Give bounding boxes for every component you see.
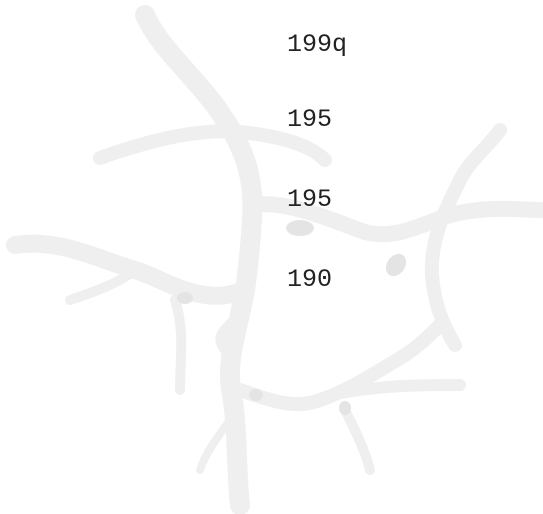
text-line: 195 (287, 185, 332, 215)
watermark-shape (15, 15, 540, 505)
text-line: 199q (287, 30, 347, 60)
head (286, 220, 314, 236)
text-line: 190 (287, 265, 332, 295)
head (177, 292, 193, 304)
head (339, 401, 351, 415)
watermark (0, 0, 543, 514)
text-line: 195 (287, 105, 332, 135)
head (249, 389, 263, 401)
page: 199q 195 195 190 (0, 0, 543, 514)
head (382, 250, 411, 280)
